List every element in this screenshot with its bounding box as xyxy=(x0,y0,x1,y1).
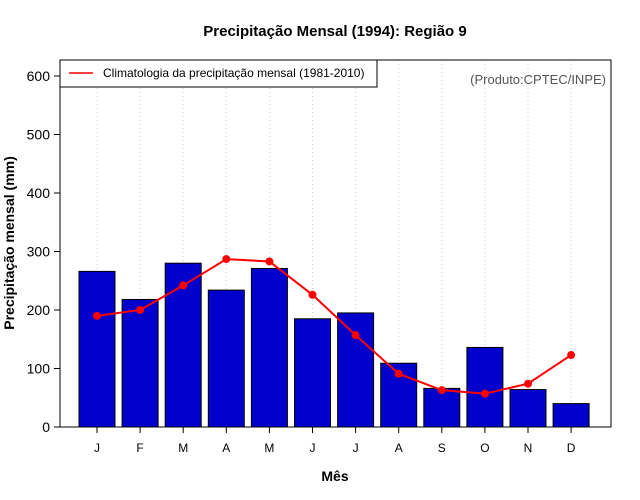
climatology-point-11 xyxy=(567,351,576,360)
legend: Climatologia da precipitação mensal (198… xyxy=(59,59,378,88)
climatology-point-7 xyxy=(394,369,403,378)
climatology-point-0 xyxy=(93,311,101,320)
x-tick-label-0: J xyxy=(94,441,100,455)
climatology-point-6 xyxy=(351,331,360,340)
x-tick-label-6: J xyxy=(353,441,359,455)
x-tick-label-8: S xyxy=(438,441,446,455)
climatology-point-8 xyxy=(437,386,446,395)
bars xyxy=(78,262,590,428)
y-tick-label-100: 100 xyxy=(27,361,51,377)
bar-j-6 xyxy=(337,312,375,428)
source-annotation: (Produto:CPTEC/INPE) xyxy=(470,72,606,87)
bar-j-5 xyxy=(294,318,331,428)
x-axis-label: Mês xyxy=(321,468,348,484)
bar-s-8 xyxy=(423,387,461,428)
y-tick-label-500: 500 xyxy=(27,127,51,143)
climatology-point-9 xyxy=(480,389,489,398)
x-tick-label-11: D xyxy=(567,441,576,455)
y-tick-label-200: 200 xyxy=(27,302,51,318)
y-tick-label-600: 600 xyxy=(27,68,51,84)
climatology-point-3 xyxy=(222,255,231,264)
bar-a-3 xyxy=(207,289,245,428)
climatology-point-2 xyxy=(179,281,188,290)
x-tick-label-3: A xyxy=(222,441,230,455)
x-tick-label-1: F xyxy=(136,441,143,455)
legend-box xyxy=(59,59,378,88)
climatology-point-4 xyxy=(265,257,274,266)
x-tick-label-5: J xyxy=(310,441,316,455)
climatology-point-5 xyxy=(308,290,317,299)
bar-o-9 xyxy=(466,346,504,428)
x-tick-label-4: M xyxy=(264,441,274,455)
bar-n-10 xyxy=(509,389,547,428)
y-tick-label-300: 300 xyxy=(27,244,51,260)
chart-title: Precipitação Mensal (1994): Região 9 xyxy=(203,23,466,40)
legend-entry-climatology: Climatologia da precipitação mensal (198… xyxy=(103,66,364,80)
x-tick-label-9: O xyxy=(480,441,489,455)
x-tick-label-10: N xyxy=(524,441,533,455)
y-tick-label-400: 400 xyxy=(27,185,51,201)
y-axis: 0 100 200 300 400 500 600 xyxy=(27,68,60,435)
bar-m-2 xyxy=(164,262,202,428)
climatology-line xyxy=(93,255,576,398)
bar-d-11 xyxy=(552,403,590,428)
y-axis-label: Precipitação mensal (mm) xyxy=(1,156,17,330)
x-tick-label-7: A xyxy=(395,441,403,455)
bar-f-1 xyxy=(121,298,159,428)
bar-m-4 xyxy=(250,267,288,428)
y-tick-label-0: 0 xyxy=(42,419,50,435)
climatology-polyline xyxy=(96,258,572,395)
climatology-point-1 xyxy=(136,306,145,314)
x-tick-label-2: M xyxy=(178,441,188,455)
bar-j-0 xyxy=(78,270,116,428)
climatology-point-10 xyxy=(524,379,532,388)
